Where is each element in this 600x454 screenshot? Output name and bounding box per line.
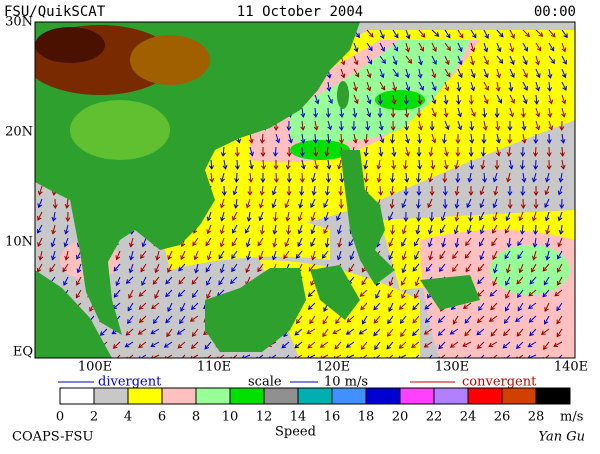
lat-label: EQ <box>13 345 33 360</box>
scale-value: 10 m/s <box>324 375 368 390</box>
lon-label: 130E <box>435 360 469 375</box>
color-swatch <box>400 388 434 404</box>
convergent-label: convergent <box>462 375 537 390</box>
date: 11 October 2004 <box>237 4 363 20</box>
speed-tick: 26 <box>494 410 511 425</box>
speed-tick: 10 <box>222 410 239 425</box>
lat-label: 20N <box>5 125 33 140</box>
speed-label: Speed <box>275 425 316 440</box>
speed-tick: 28 <box>528 410 545 425</box>
speed-tick: 6 <box>158 410 166 425</box>
lon-label: 140E <box>554 360 588 375</box>
color-swatch <box>196 388 230 404</box>
color-swatch <box>502 388 536 404</box>
color-swatch <box>366 388 400 404</box>
speed-tick: 20 <box>392 410 409 425</box>
color-swatch <box>94 388 128 404</box>
speed-tick: 24 <box>460 410 477 425</box>
color-swatch <box>128 388 162 404</box>
color-swatch <box>298 388 332 404</box>
color-swatch <box>264 388 298 404</box>
lat-label: 10N <box>5 235 33 250</box>
lon-label: 120E <box>316 360 350 375</box>
scale-label: scale <box>248 375 282 390</box>
speed-tick: 14 <box>290 410 307 425</box>
lon-label: 110E <box>197 360 231 375</box>
lat-label: 30N <box>5 15 33 30</box>
color-swatch <box>60 388 94 404</box>
credit: COAPS-FSU <box>12 430 93 445</box>
speed-tick: 2 <box>90 410 98 425</box>
speed-tick: 22 <box>426 410 443 425</box>
speed-tick: 16 <box>324 410 341 425</box>
color-swatch <box>536 388 570 404</box>
speed-tick: 0 <box>56 410 64 425</box>
color-swatch <box>468 388 502 404</box>
time: 00:00 <box>534 4 576 20</box>
map: 30N 20N 10N EQ 100E 110E 120E 130E 140E <box>5 15 588 375</box>
lon-label: 100E <box>78 360 112 375</box>
wind-arrow-head <box>426 358 430 362</box>
speed-tick: 18 <box>358 410 375 425</box>
color-swatch <box>162 388 196 404</box>
color-swatch <box>230 388 264 404</box>
speed-tick: 12 <box>256 410 273 425</box>
color-swatch <box>332 388 366 404</box>
author: Yan Gu <box>538 430 585 445</box>
unit: m/s <box>560 410 583 425</box>
divergent-label: divergent <box>98 375 162 390</box>
speed-tick: 8 <box>192 410 200 425</box>
color-swatch <box>434 388 468 404</box>
speed-tick: 4 <box>124 410 132 425</box>
